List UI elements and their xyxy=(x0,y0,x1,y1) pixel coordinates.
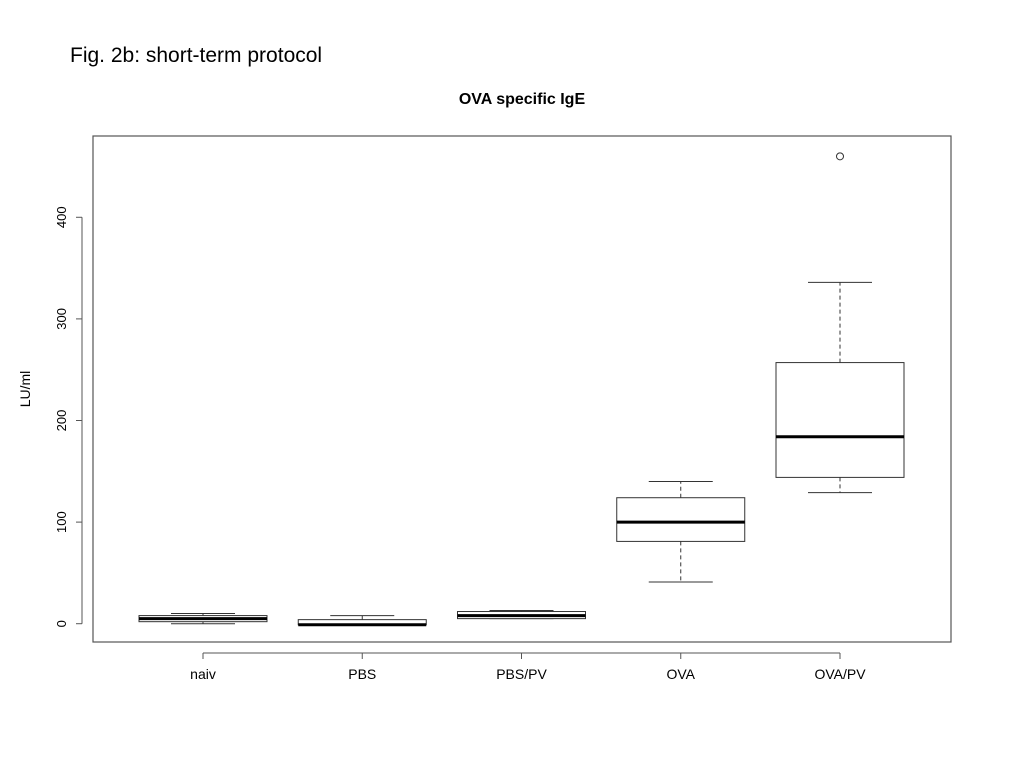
x-tick-label: PBS xyxy=(348,666,376,682)
axes: 0 100 200 300 400 naiv PBS PBS/PV OVA OVA/PV xyxy=(54,206,866,682)
x-tick-label: naiv xyxy=(190,666,216,682)
box-iqr xyxy=(616,497,746,542)
outlier-point xyxy=(836,152,844,161)
y-tick-label: 100 xyxy=(54,511,69,533)
box-ova xyxy=(616,480,746,583)
x-tick-label: OVA/PV xyxy=(814,666,866,682)
box-pbs-pv xyxy=(457,610,586,620)
x-tick-label: PBS/PV xyxy=(496,666,547,682)
plot-frame xyxy=(92,135,952,643)
y-axis-label: LU/ml xyxy=(17,371,33,408)
chart-title: OVA specific IgE xyxy=(459,91,586,108)
x-tick-label: OVA xyxy=(666,666,695,682)
y-tick-label: 200 xyxy=(54,410,69,432)
box-pbs xyxy=(297,615,427,627)
slide-caption: Fig. 2b: short-term protocol xyxy=(70,44,323,67)
box-naiv xyxy=(138,613,268,625)
y-tick-label: 400 xyxy=(54,206,69,228)
y-tick-label: 300 xyxy=(54,308,69,330)
box-ova-pv xyxy=(775,152,905,494)
y-tick-label: 0 xyxy=(54,620,69,627)
box-iqr xyxy=(775,362,905,478)
boxes xyxy=(138,152,905,627)
